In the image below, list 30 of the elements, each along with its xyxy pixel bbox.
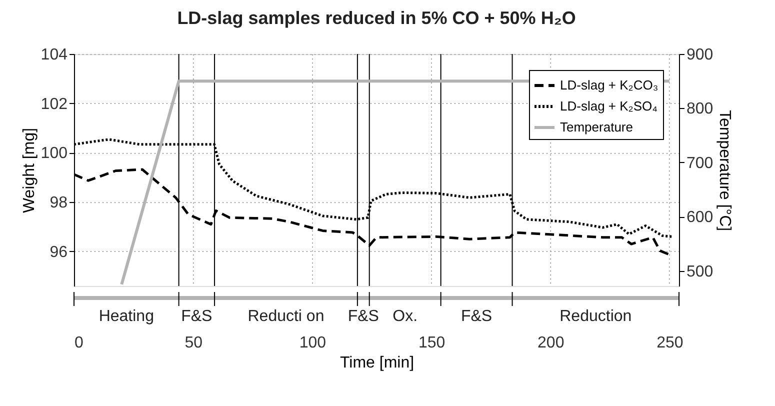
text: F&S <box>460 308 492 325</box>
y2-tick-label: 700 <box>686 154 714 172</box>
y-axis-title: Weight [mg] <box>20 128 38 214</box>
y2-tick-label: 800 <box>686 100 714 118</box>
text: Heating <box>98 308 154 325</box>
y-tick-label: 104 <box>40 46 68 64</box>
x-tick-label: 150 <box>418 334 446 352</box>
legend-label: Temperature <box>560 120 633 134</box>
text: Ox. <box>392 308 418 325</box>
x-tick-label: 250 <box>656 334 684 352</box>
y-tick-label: 102 <box>40 96 68 113</box>
y-tick-label: 98 <box>50 194 68 212</box>
text: F&S <box>348 308 379 325</box>
legend-label: LD-slag + K₂SO₄ <box>560 98 658 114</box>
y2-axis-title: Temperature [°C] <box>716 110 734 232</box>
x-tick-label: 0 <box>74 334 84 352</box>
y2-tick-label: 600 <box>686 209 714 226</box>
y-tick-label: 100 <box>40 145 68 162</box>
y2-tick-label: 900 <box>686 46 714 64</box>
text: Reduction <box>560 308 632 325</box>
text: F&S <box>181 308 212 325</box>
y-tick-label: 96 <box>50 244 68 261</box>
y2-tick-label: 500 <box>686 263 714 280</box>
legend-label: LD-slag + K₂CO₃ <box>560 78 658 92</box>
text: Reducti on <box>248 308 324 325</box>
x-tick-label: 100 <box>299 334 326 352</box>
x-axis-title: Time [min] <box>340 354 414 372</box>
x-tick-label: 50 <box>184 334 203 352</box>
x-tick-label: 200 <box>538 334 564 352</box>
chart-title: LD-slag samples reduced in 5% CO + 50% H₂O <box>177 8 576 28</box>
